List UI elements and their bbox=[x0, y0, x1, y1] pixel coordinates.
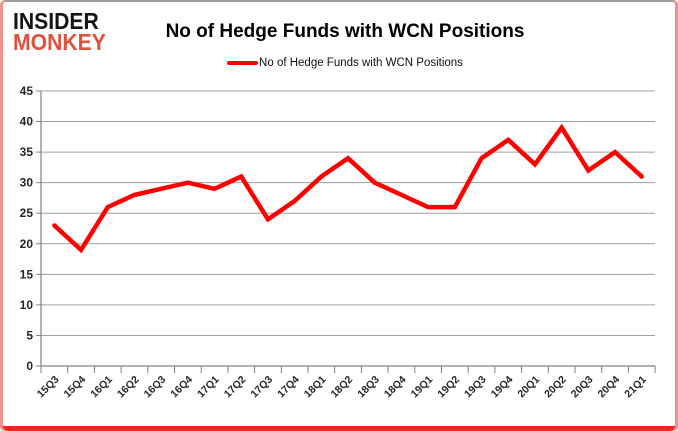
x-tick-label: 18Q4 bbox=[382, 374, 409, 401]
x-tick-label: 16Q2 bbox=[115, 374, 142, 401]
x-tick-label: 17Q4 bbox=[275, 374, 302, 401]
x-tick-label: 19Q1 bbox=[409, 374, 436, 401]
x-tick-label: 18Q3 bbox=[355, 374, 382, 401]
x-tick-label: 20Q4 bbox=[596, 374, 623, 401]
x-tick-label: 20Q1 bbox=[515, 374, 542, 401]
x-tick-label: 15Q3 bbox=[35, 374, 62, 401]
y-tick-label: 5 bbox=[26, 328, 33, 342]
x-tick-label: 17Q1 bbox=[195, 374, 222, 401]
x-tick-label: 19Q2 bbox=[435, 374, 462, 401]
y-tick-label: 0 bbox=[26, 359, 33, 373]
x-tick-label: 20Q3 bbox=[569, 374, 596, 401]
y-tick-label: 30 bbox=[20, 176, 34, 190]
x-tick-label: 18Q2 bbox=[329, 374, 356, 401]
x-tick-label: 19Q4 bbox=[489, 374, 516, 401]
logo-insider-text: INSIDER bbox=[13, 8, 99, 34]
x-tick-label: 15Q4 bbox=[62, 374, 89, 401]
y-tick-label: 20 bbox=[20, 237, 34, 251]
x-tick-label: 21Q1 bbox=[622, 374, 649, 401]
y-tick-label: 25 bbox=[20, 206, 34, 220]
y-tick-label: 10 bbox=[20, 298, 34, 312]
x-tick-label: 16Q1 bbox=[88, 374, 115, 401]
x-tick-label: 20Q2 bbox=[542, 374, 569, 401]
x-tick-label: 17Q2 bbox=[222, 374, 249, 401]
x-tick-label: 16Q4 bbox=[168, 374, 195, 401]
legend: No of Hedge Funds with WCN Positions bbox=[120, 57, 570, 69]
x-tick-label: 18Q1 bbox=[302, 374, 329, 401]
x-tick-label: 19Q3 bbox=[462, 374, 489, 401]
series-line bbox=[52, 123, 644, 254]
y-tick-label: 45 bbox=[20, 84, 34, 98]
x-tick-label: 16Q3 bbox=[142, 374, 169, 401]
legend-label: No of Hedge Funds with WCN Positions bbox=[259, 57, 463, 69]
insider-monkey-logo: INSIDER MONKEY bbox=[13, 8, 114, 56]
y-tick-label: 40 bbox=[20, 115, 34, 129]
legend-line-icon bbox=[227, 61, 259, 65]
chart-title: No of Hedge Funds with WCN Positions bbox=[165, 21, 525, 42]
x-tick-label: 17Q3 bbox=[248, 374, 275, 401]
y-tick-label: 35 bbox=[20, 145, 34, 159]
logo-monkey-text: MONKEY bbox=[13, 29, 106, 56]
y-tick-label: 15 bbox=[20, 267, 34, 281]
